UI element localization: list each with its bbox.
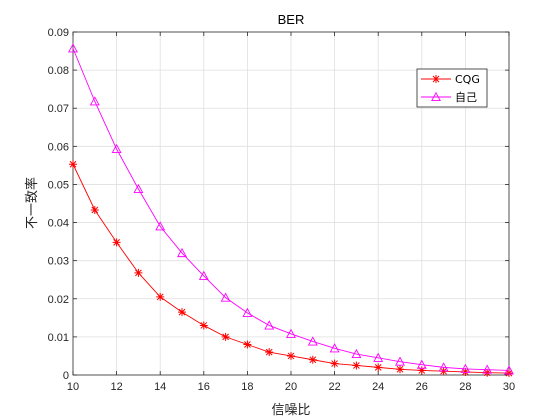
data-point — [416, 359, 427, 369]
chart-title: BER — [278, 12, 305, 27]
data-point — [352, 361, 361, 370]
x-tick-label: 18 — [241, 381, 253, 393]
data-point — [307, 336, 318, 346]
series-0 — [69, 160, 513, 378]
x-tick-label: 16 — [198, 381, 210, 393]
data-point — [178, 308, 186, 317]
data-point — [438, 362, 449, 372]
x-tick-label: 22 — [328, 381, 340, 393]
y-tick-label: 0.09 — [48, 27, 69, 39]
data-point — [133, 183, 144, 194]
data-point — [221, 332, 230, 341]
y-tick-label: 0.01 — [48, 332, 69, 344]
series-line — [72, 48, 510, 371]
data-point — [155, 221, 166, 231]
data-point — [461, 367, 470, 376]
data-point — [287, 351, 295, 360]
data-point — [90, 205, 99, 214]
data-point — [483, 368, 492, 377]
data-point — [286, 328, 296, 338]
data-point — [351, 348, 362, 359]
axis-ticks: 10 12 14 16 18 20 22 24 26 28 30 0 0.01 0.02 0.03 0.04 0… — [48, 27, 516, 393]
data-point — [242, 307, 253, 317]
data-point — [243, 340, 252, 349]
y-tick-label: 0.07 — [48, 103, 69, 115]
data-point — [89, 96, 100, 106]
y-tick-label: 0.08 — [48, 65, 69, 77]
data-point — [505, 369, 513, 378]
legend: CQG 自己 — [416, 68, 488, 108]
data-point — [504, 365, 514, 375]
legend-marker — [431, 91, 441, 102]
data-point — [199, 321, 208, 330]
x-tick-label: 12 — [110, 381, 122, 393]
data-point — [308, 355, 317, 364]
data-point — [264, 320, 275, 330]
series-layer — [68, 43, 514, 378]
x-tick-label: 26 — [416, 381, 428, 393]
y-tick-label: 0.02 — [48, 294, 69, 306]
data-point — [68, 43, 78, 53]
data-point — [395, 356, 405, 366]
legend-marker — [432, 75, 440, 83]
y-tick-label: 0.03 — [48, 256, 69, 268]
legend-box — [416, 68, 488, 108]
data-point — [69, 160, 77, 169]
data-point — [373, 352, 384, 362]
x-axis-label: 信噪比 — [271, 403, 310, 418]
data-point — [265, 348, 274, 357]
legend-label: CQG — [455, 73, 480, 86]
series-1 — [68, 43, 514, 375]
y-tick-label: 0.05 — [48, 179, 69, 191]
x-tick-label: 14 — [154, 381, 166, 393]
data-point — [134, 268, 143, 277]
y-axis-label: 不一致率 — [24, 177, 40, 229]
data-point — [112, 238, 121, 247]
data-point — [330, 359, 339, 368]
y-tick-label: 0.04 — [48, 218, 69, 230]
data-point — [396, 365, 404, 374]
data-point — [417, 366, 426, 375]
data-point — [198, 270, 209, 280]
data-point — [374, 363, 383, 372]
data-point — [329, 343, 340, 353]
data-point — [220, 292, 231, 302]
x-tick-label: 20 — [285, 381, 297, 393]
x-tick-label: 28 — [459, 381, 471, 393]
x-tick-label: 10 — [67, 381, 79, 393]
x-tick-label: 30 — [503, 381, 515, 393]
data-point — [111, 143, 122, 154]
data-point — [460, 363, 471, 373]
y-tick-label: 0.06 — [48, 141, 69, 153]
legend-label: 自己 — [455, 91, 477, 104]
data-point — [482, 364, 493, 374]
data-point — [156, 292, 165, 301]
x-tick-label: 24 — [372, 381, 384, 393]
y-tick-label: 0 — [63, 370, 69, 382]
data-point — [177, 247, 187, 258]
